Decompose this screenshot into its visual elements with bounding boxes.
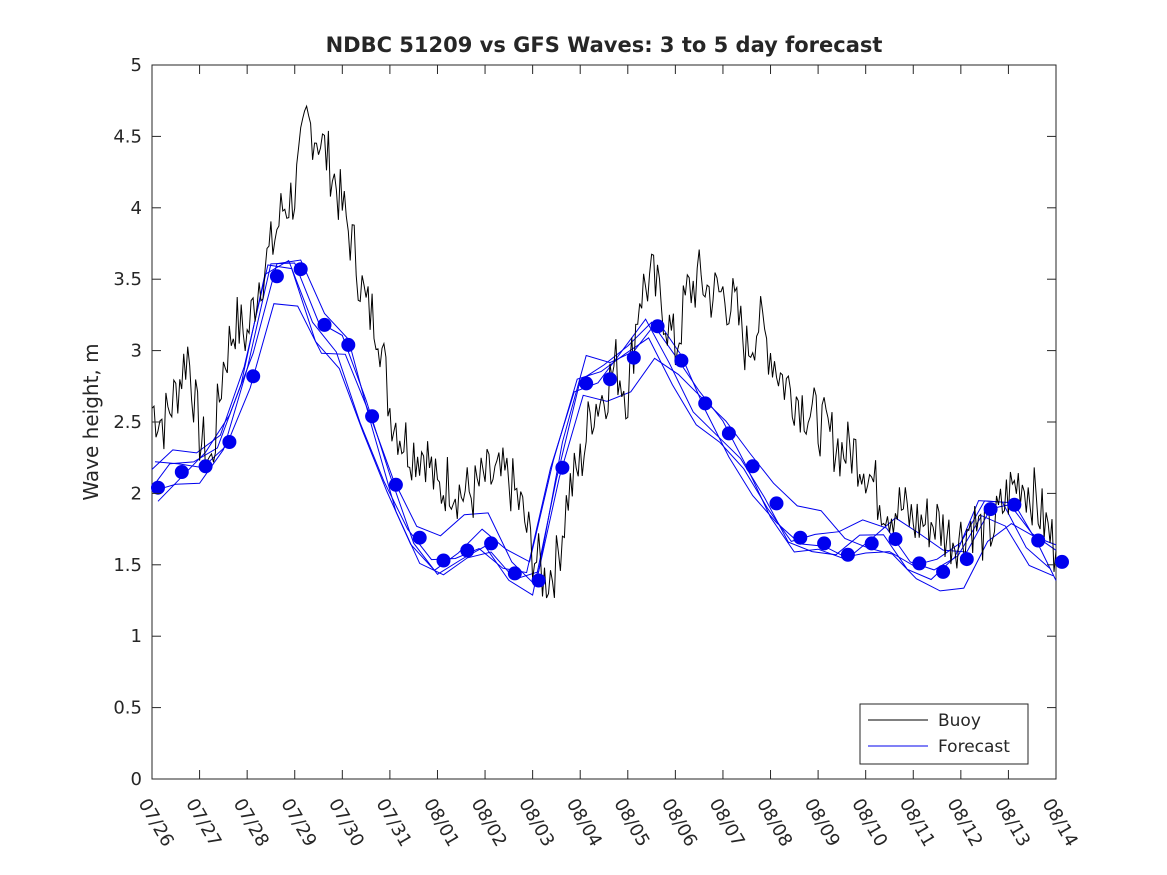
forecast-point (936, 564, 951, 579)
y-tick-label: 2.5 (113, 412, 142, 433)
forecast-point (698, 396, 713, 411)
y-tick-label: 0.5 (113, 698, 142, 719)
forecast-point (436, 553, 451, 568)
buoy-line (151, 104, 1057, 599)
forecast-point (222, 435, 237, 449)
y-tick-label: 3 (131, 341, 142, 362)
forecast-point (674, 353, 689, 368)
forecast-point (603, 372, 617, 387)
legend-label-buoy: Buoy (938, 711, 981, 731)
y-tick-label: 4 (131, 198, 142, 219)
forecast-series (151, 259, 1057, 596)
forecast-point (745, 459, 760, 474)
forecast-point (721, 426, 736, 441)
y-axis-label: Wave height, m (79, 343, 103, 500)
forecast-point (531, 573, 546, 588)
forecast-point (460, 543, 475, 558)
y-tick-label: 4.5 (113, 126, 142, 147)
forecast-point (626, 350, 641, 365)
forecast-point (793, 530, 808, 545)
forecast-markers (151, 262, 1069, 588)
forecast-run-line (154, 303, 1057, 592)
forecast-point (1055, 554, 1069, 569)
forecast-point (983, 502, 998, 517)
y-tick-label: 1 (131, 626, 142, 647)
legend: Buoy Forecast (859, 703, 1029, 765)
y-axis: 0 0.5 1 1.5 2 2.5 3 3.5 4 4.5 5 (113, 55, 1056, 790)
forecast-point (317, 317, 332, 332)
forecast-point (412, 530, 427, 545)
axes-box (151, 64, 1057, 780)
forecast-point (388, 477, 403, 492)
forecast-point (1031, 533, 1046, 548)
y-tick-label: 0 (131, 769, 142, 790)
plot-area (151, 64, 1069, 780)
forecast-point (174, 465, 189, 479)
forecast-point (507, 566, 522, 581)
forecast-point (650, 319, 665, 334)
forecast-point (484, 536, 499, 551)
buoy-series (151, 104, 1057, 599)
forecast-run-line (151, 262, 1057, 596)
forecast-point (769, 496, 784, 511)
forecast-point (246, 369, 261, 384)
forecast-point (864, 536, 879, 551)
y-tick-label: 1.5 (113, 555, 142, 576)
forecast-point (269, 269, 284, 284)
forecast-point (1007, 497, 1022, 512)
y-tick-label: 3.5 (113, 269, 142, 290)
y-tick-label: 2 (131, 483, 142, 504)
forecast-point (293, 262, 308, 277)
forecast-point (912, 556, 927, 571)
forecast-point (888, 532, 903, 547)
forecast-point (341, 337, 356, 352)
forecast-point (365, 409, 380, 424)
forecast-point (151, 480, 165, 495)
forecast-point (959, 552, 974, 567)
legend-box (859, 703, 1029, 765)
forecast-point (840, 547, 855, 562)
forecast-point (817, 536, 832, 551)
forecast-run-line (151, 264, 1054, 577)
y-tick-label: 5 (131, 55, 142, 76)
forecast-point (555, 460, 570, 475)
forecast-run-line (157, 259, 1057, 581)
chart-title: NDBC 51209 vs GFS Waves: 3 to 5 day fore… (326, 33, 883, 57)
forecast-point (198, 459, 213, 474)
legend-label-forecast: Forecast (938, 737, 1010, 757)
forecast-point (579, 376, 594, 391)
